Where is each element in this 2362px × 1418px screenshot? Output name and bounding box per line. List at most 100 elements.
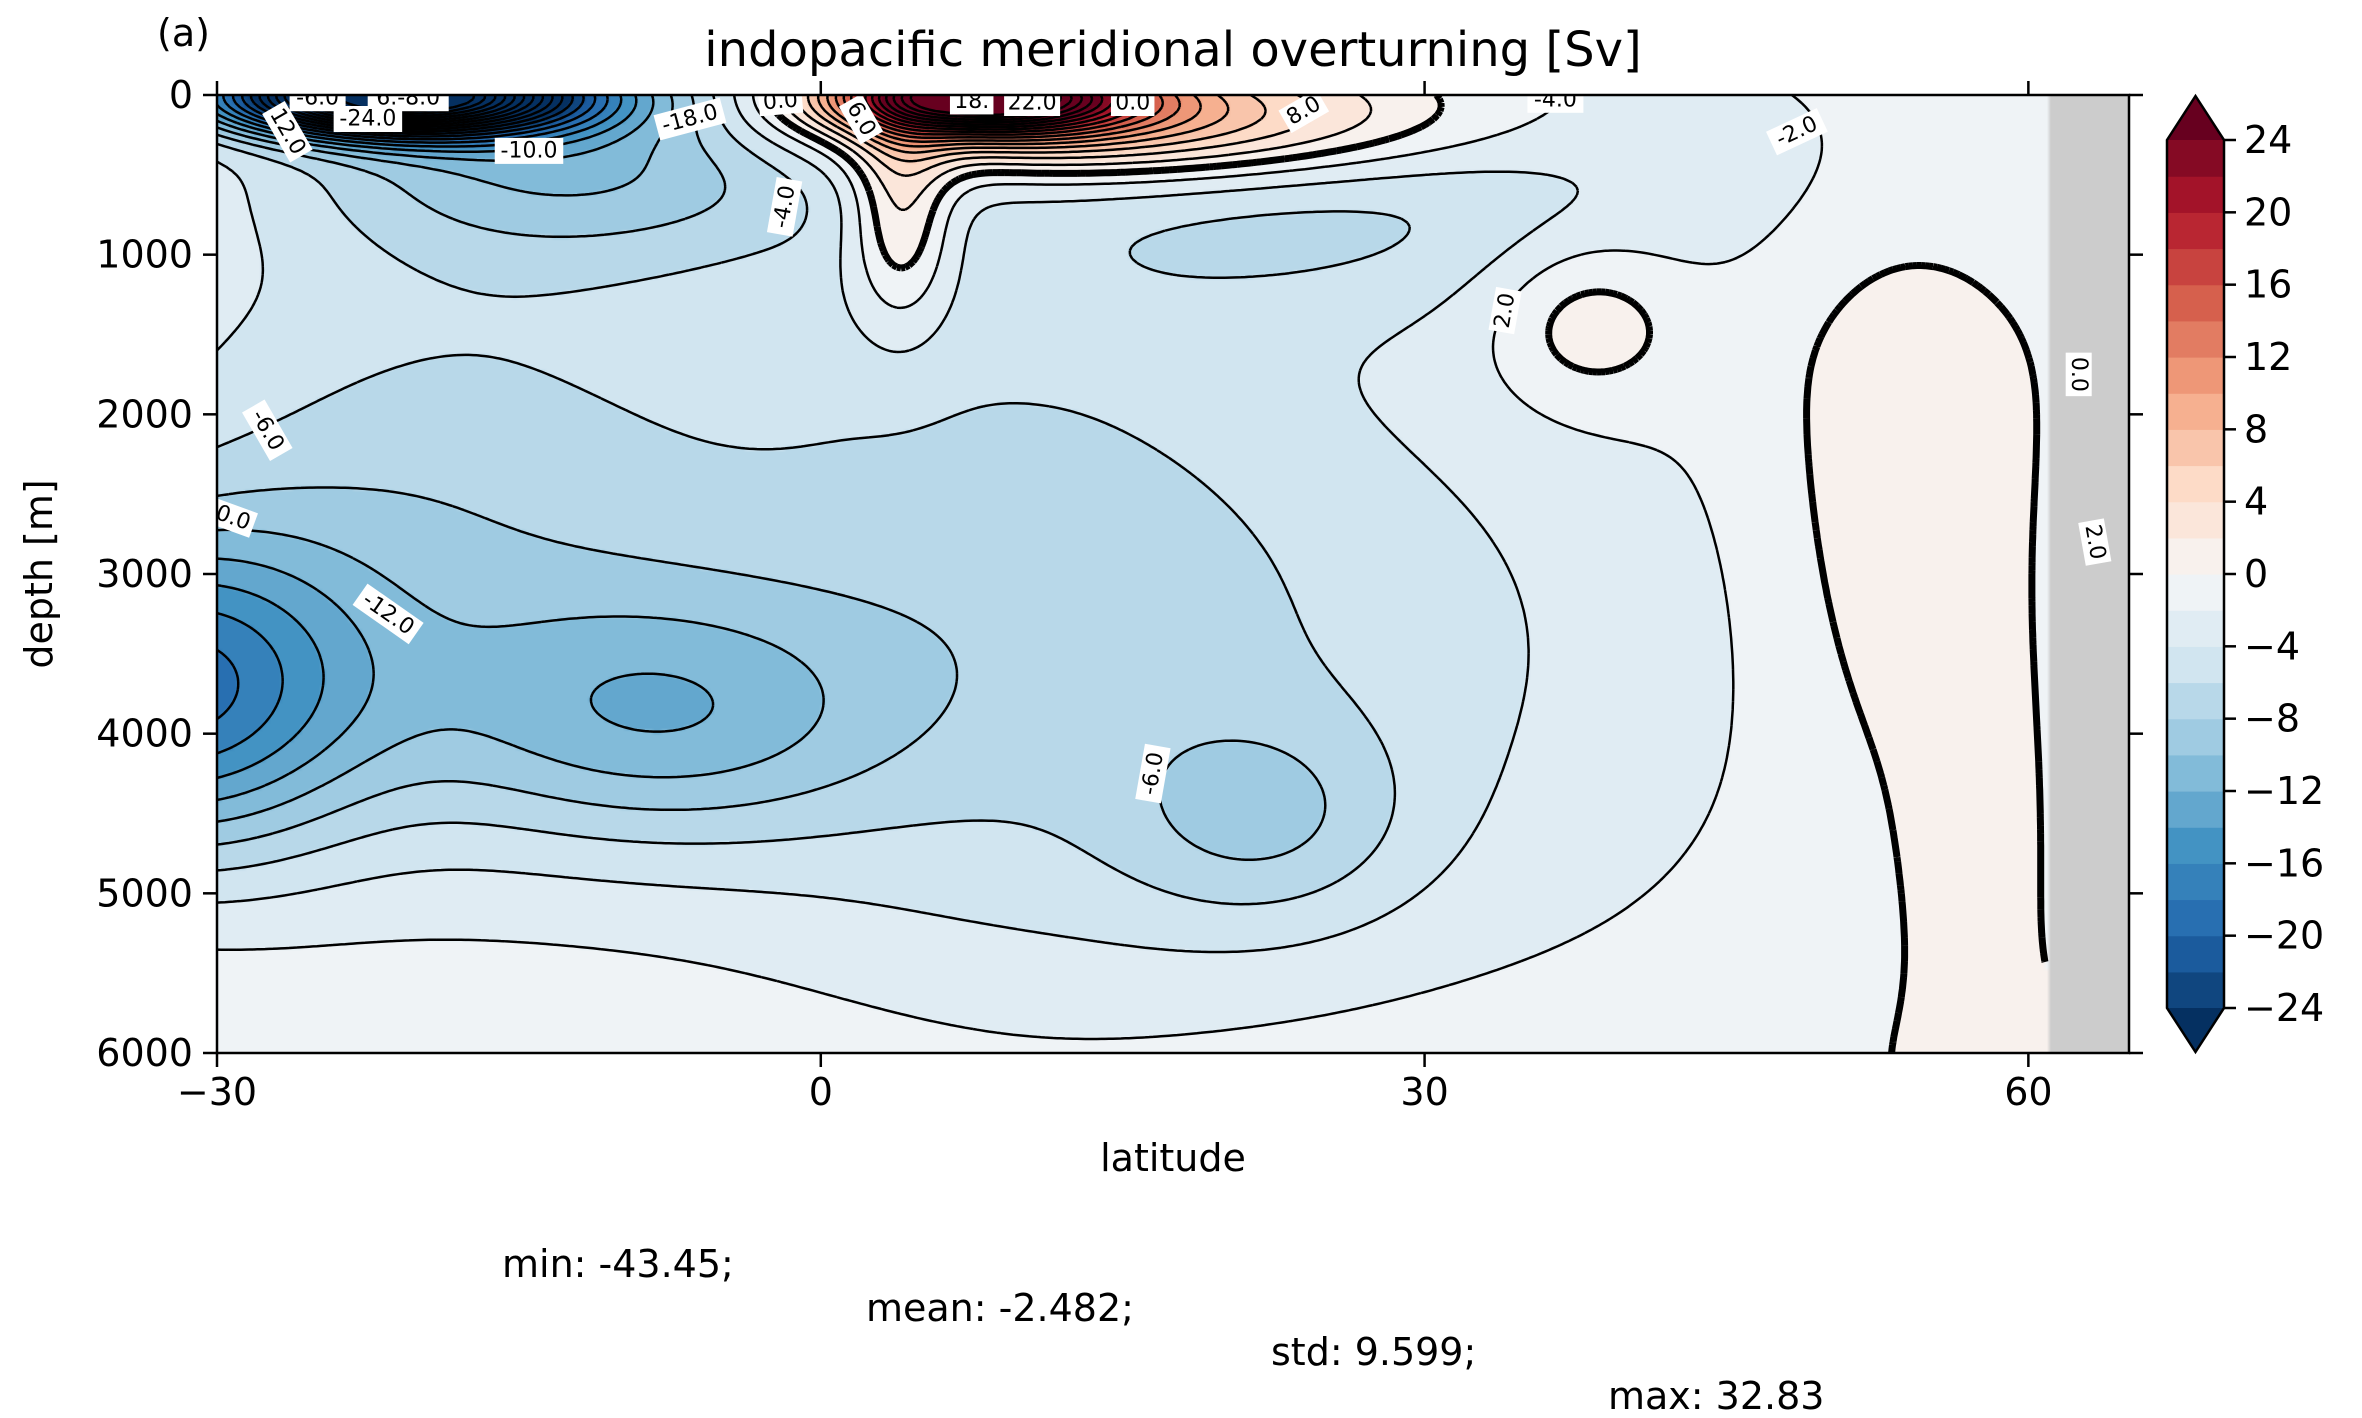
svg-text:-4.0: -4.0 <box>1534 87 1577 112</box>
y-axis: 0 1000 2000 3000 4000 5000 6000 <box>96 73 217 1075</box>
colorbar-segment <box>2167 574 2224 611</box>
contour-pos-8 <box>816 95 1230 154</box>
stat-max: max: 32.83 <box>1608 1374 1825 1418</box>
summary-statistics: min: -43.45; mean: -2.482; std: 9.599; m… <box>0 1198 2362 1418</box>
svg-text:2.0: 2.0 <box>1490 291 1521 330</box>
colorbar-tick-label: −4 <box>2244 624 2300 668</box>
y-tick-label: 0 <box>169 73 193 117</box>
contour-label: 0.0 <box>757 87 804 117</box>
y-axis-right-ticks <box>2129 93 2143 1055</box>
colorbar-tick-label: 8 <box>2244 407 2268 451</box>
y-tick-label: 2000 <box>96 392 193 436</box>
contour-neg-6 <box>217 95 1411 906</box>
colorbar-segment <box>2167 320 2224 358</box>
contour-label: -6.0 <box>289 86 346 112</box>
svg-text:22.0: 22.0 <box>1008 91 1057 116</box>
svg-text:18.: 18. <box>954 89 989 114</box>
contour-neg-2 <box>217 95 1824 1041</box>
overturning-figure: (a) indopacific meridional overturning [… <box>17 11 2324 1180</box>
y-axis-label: depth [m] <box>17 479 61 668</box>
x-tick-label: 0 <box>809 1070 833 1114</box>
colorbar-segment <box>2167 935 2224 973</box>
contour-label: 22.0 <box>1004 91 1061 116</box>
contour-neg-4 <box>217 95 1580 954</box>
colorbar-tick-label: 4 <box>2244 480 2268 524</box>
colorbar-tick-label: −24 <box>2244 986 2324 1030</box>
svg-text:0.0: 0.0 <box>762 87 799 115</box>
y-tick-label: 1000 <box>96 233 193 277</box>
colorbar-extend-high <box>2167 96 2224 140</box>
contour-label: 2.0 <box>2078 518 2112 566</box>
contour-pos-26 <box>884 95 1094 124</box>
x-axis-label: latitude <box>1100 1136 1246 1180</box>
colorbar-tick-label: 20 <box>2244 190 2292 234</box>
contour-label: -10.0 <box>494 137 564 164</box>
plot-area: -6.0 6.-8.0-24.012.0 -10.0-18.0 0.0 6.0 18. 22… <box>217 86 2129 1053</box>
y-tick-label: 6000 <box>96 1031 193 1075</box>
contour-label: 2.0 <box>1488 286 1522 335</box>
colorbar-segment <box>2167 863 2224 901</box>
colorbar-segment <box>2167 248 2224 286</box>
stat-min: min: -43.45; <box>502 1242 734 1286</box>
colorbar-segment <box>2167 646 2224 684</box>
streamfunction-field <box>217 95 2129 1053</box>
colorbar-segment <box>2167 501 2224 539</box>
colorbar-segment <box>2167 899 2224 937</box>
stat-mean: mean: -2.482; <box>866 1286 1134 1330</box>
stat-std: std: 9.599; <box>1271 1330 1477 1374</box>
colorbar-segment <box>2167 791 2224 828</box>
colorbar-segment <box>2167 393 2224 430</box>
colorbar-tick-label: −8 <box>2244 697 2300 741</box>
x-axis-top-ticks <box>215 81 2030 95</box>
contour-pos-20 <box>864 95 1125 131</box>
colorbar-segment <box>2167 140 2224 177</box>
contour-label: 0.0 <box>2065 352 2092 397</box>
contour-pos-22 <box>870 95 1115 129</box>
x-tick-label: −30 <box>177 1070 257 1114</box>
contour-neg-10 <box>217 95 825 823</box>
colorbar-tick-label: 24 <box>2244 118 2292 162</box>
chart-title: indopacific meridional overturning [Sv] <box>704 22 1641 78</box>
contour-label: -24.0 <box>333 106 403 132</box>
colorbar-segment <box>2167 610 2224 647</box>
x-tick-label: 60 <box>2004 1070 2052 1114</box>
colorbar-segment <box>2167 682 2224 720</box>
svg-text:2.0: 2.0 <box>2079 523 2110 562</box>
colorbar-segment <box>2167 827 2224 864</box>
y-tick-label: 5000 <box>96 871 193 915</box>
contour-label: -4.0 <box>1527 87 1584 113</box>
colorbar-segment <box>2167 465 2224 503</box>
contour-neg-12 <box>217 95 715 802</box>
panel-label: (a) <box>157 11 210 55</box>
contour-neg-8 <box>217 95 1327 862</box>
colorbar-segment <box>2167 537 2224 575</box>
y-tick-label: 3000 <box>96 552 193 596</box>
svg-text:0.0: 0.0 <box>2066 357 2091 392</box>
colorbar-segment <box>2167 718 2224 756</box>
colorbar-tick-label: 0 <box>2244 552 2268 596</box>
colorbar-tick-label: −20 <box>2244 914 2324 958</box>
colorbar: −24 −20 −16 −12 −8 −4 0 4 8 12 16 20 24 <box>2165 93 2324 1055</box>
colorbar-segment <box>2167 357 2224 394</box>
y-tick-label: 4000 <box>96 712 193 756</box>
contour-pos-6 <box>806 95 1267 163</box>
colorbar-tick-label: −16 <box>2244 841 2324 885</box>
colorbar-segment <box>2167 971 2224 1009</box>
contour-label: 18. <box>949 89 994 115</box>
svg-text:0.0: 0.0 <box>1115 91 1150 116</box>
colorbar-segment <box>2167 212 2224 250</box>
colorbar-extend-low <box>2167 1008 2224 1052</box>
svg-text:-24.0: -24.0 <box>339 107 396 132</box>
colorbar-tick-label: 12 <box>2244 335 2292 379</box>
x-axis: −30 0 30 60 <box>177 1053 2053 1114</box>
colorbar-tick-label: 16 <box>2244 263 2292 307</box>
colorbar-tick-label: −12 <box>2244 769 2324 813</box>
colorbar-segment <box>2167 429 2224 467</box>
contour-label: 0.0 <box>1110 91 1155 116</box>
colorbar-segment <box>2167 284 2224 322</box>
svg-text:-10.0: -10.0 <box>501 138 558 163</box>
colorbar-segment <box>2167 754 2224 792</box>
contour-pos-24 <box>877 95 1104 126</box>
svg-text:-6.0: -6.0 <box>296 86 339 111</box>
x-tick-label: 30 <box>1400 1070 1448 1114</box>
